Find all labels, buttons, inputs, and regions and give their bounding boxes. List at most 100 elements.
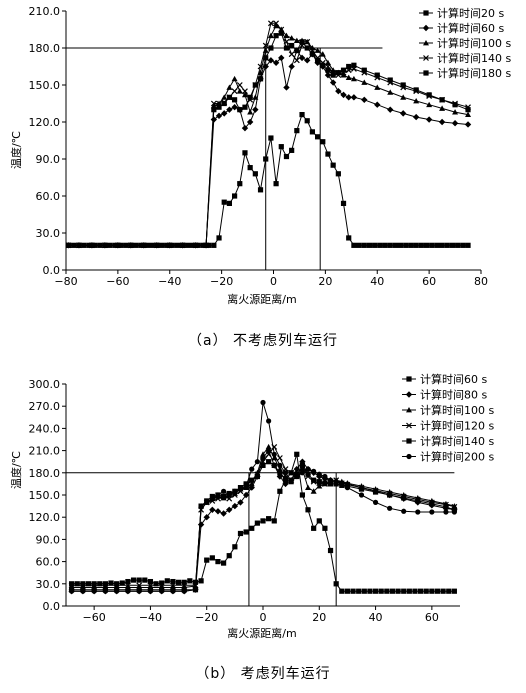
chart-a-x-tick-label: 40 [370, 275, 384, 288]
chart-a-data-point [418, 242, 424, 248]
chart-b-data-point [248, 484, 255, 491]
chart-b-data-point [282, 470, 289, 476]
chart-a-data-point [403, 242, 409, 248]
chart-a-data-point [309, 129, 316, 135]
chart-b-data-point [74, 581, 80, 587]
chart-a-data-point [273, 33, 279, 39]
chart-b-series-6 [69, 399, 457, 594]
chart-b-data-point [288, 469, 295, 476]
chart-a-data-point [345, 74, 352, 80]
chart-b-data-point [277, 488, 283, 494]
chart-b-data-point [395, 588, 401, 594]
chart-b-legend-item: 计算时间200 s [402, 450, 494, 464]
chart-a-data-point [252, 82, 258, 88]
chart-b-data-point [102, 588, 108, 594]
chart-b-legend-item: 计算时间80 s [402, 388, 487, 402]
chart-b-data-point [181, 582, 188, 589]
chart-a-data-point [210, 116, 218, 123]
chart-a-data-point [340, 200, 347, 206]
chart-a-data-point [452, 109, 459, 115]
chart-b-data-point [221, 560, 227, 566]
chart-b-data-point [288, 477, 294, 483]
chart-a-xlabel: 离火源距离/m [227, 292, 296, 306]
chart-b-data-point [339, 588, 345, 594]
chart-a-data-point [366, 242, 373, 248]
chart-b-data-point [327, 481, 334, 487]
chart-b-data-point [124, 582, 131, 589]
chart-a-data-point [221, 100, 227, 107]
chart-b-data-point [69, 588, 75, 594]
chart-b-legend-marker [406, 422, 412, 429]
chart-a-data-point [299, 39, 305, 45]
chart-b-data-point [159, 580, 165, 586]
chart-a-data-point [451, 120, 459, 127]
chart-a-data-point [283, 45, 290, 51]
chart-b-data-point [316, 518, 322, 524]
chart-a-data-point [392, 242, 399, 248]
chart-b-data-point [344, 588, 351, 594]
chart-b-y-tick-label: 30.0 [36, 578, 61, 591]
chart-b-data-point [299, 492, 305, 498]
chart-b-data-point [451, 588, 457, 594]
chart-b-y-tick-label: 90.0 [36, 533, 61, 546]
chart-b-data-point [266, 418, 272, 424]
chart-a-data-point [350, 94, 358, 101]
chart-a-data-point [283, 32, 290, 39]
chart-a-data-point [374, 84, 381, 90]
chart-a-data-point [289, 147, 295, 153]
chart-b-data-point [170, 578, 176, 585]
chart-a-data-point [449, 242, 456, 248]
chart-a-legend-marker [423, 40, 429, 46]
chart-b-data-point [358, 486, 365, 492]
chart-b-data-point [226, 506, 233, 513]
chart-a-data-point [319, 51, 326, 57]
chart-b-data-point [175, 579, 182, 585]
chart-a-data-point [335, 87, 342, 95]
chart-a-y-tick-label: 90.0 [36, 153, 61, 166]
chart-b-data-point [265, 451, 272, 458]
chart-a-data-point [345, 94, 352, 101]
chart-a-data-point [215, 112, 223, 120]
chart-a-data-point [340, 67, 347, 73]
chart-b-data-point [221, 488, 227, 494]
chart-a-legend-label: 计算时间180 s [437, 66, 511, 80]
chart-a-data-point [455, 242, 461, 248]
chart-a-data-point [128, 242, 134, 248]
chart-a-data-point [221, 199, 227, 205]
chart-a-data-point [226, 200, 233, 206]
chart-a-data-point [351, 62, 357, 68]
chart-b: （b） 考虑列车运行 离火源距离/m 温度/℃ −60 −40 −20 0 20 40 60… [9, 372, 494, 682]
chart-b-data-point [260, 451, 266, 457]
chart-b-data-point [204, 499, 210, 505]
chart-a-legend-item: 计算时间20 s [419, 6, 504, 20]
chart-b-data-point [209, 496, 215, 502]
chart-a-legend-item: 计算时间100 s [419, 36, 511, 50]
chart-a-data-point [283, 153, 290, 160]
chart-a-x-tick-label: −40 [158, 275, 181, 288]
chart-b-data-point [277, 470, 283, 476]
chart-b-data-point [339, 481, 345, 487]
chart-a-legend-marker [422, 24, 430, 32]
chart-a-data-point [324, 71, 332, 79]
chart-b-data-point [164, 578, 170, 584]
chart-b-data-point [209, 506, 216, 513]
chart-a-legend-label: 计算时间60 s [437, 21, 504, 35]
chart-a-x-tick-label: 60 [422, 275, 436, 288]
chart-a-data-point [320, 62, 326, 68]
chart-b-data-point [378, 588, 384, 594]
chart-b-data-point [260, 518, 266, 524]
chart-b-data-point [434, 588, 441, 594]
chart-a-data-point [167, 242, 173, 248]
chart-b-xlabel: 离火源距离/m [227, 626, 296, 640]
chart-b-data-point [322, 525, 328, 531]
chart-a-data-point [320, 139, 326, 145]
chart-b-legend-item: 计算时间60 s [402, 372, 487, 386]
chart-b-data-point [226, 553, 232, 559]
chart-a-data-point [413, 98, 420, 104]
chart-a-data-point [413, 242, 419, 248]
chart-a-data-point [246, 118, 254, 126]
chart-b-data-point [294, 451, 300, 457]
chart-a-legend-label: 计算时间100 s [437, 36, 511, 50]
chart-a-x-tick-label: 0 [270, 275, 277, 288]
chart-a-data-point [294, 128, 300, 134]
